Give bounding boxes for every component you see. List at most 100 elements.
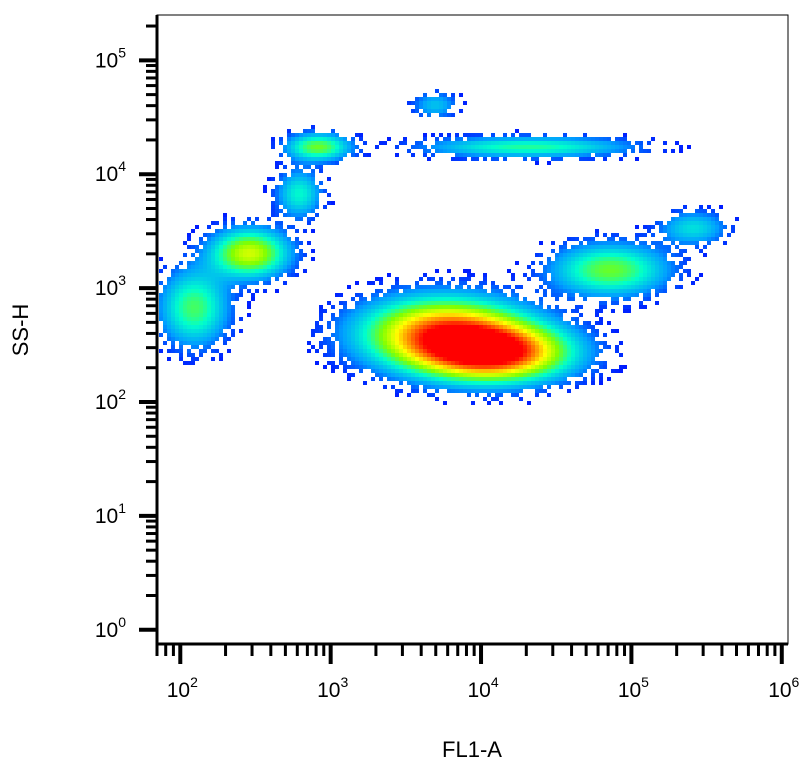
density-cell — [551, 145, 555, 149]
density-cell — [383, 317, 387, 321]
density-cell — [679, 241, 683, 245]
density-cell — [251, 221, 255, 225]
density-cell — [447, 373, 451, 377]
density-cell — [311, 161, 315, 165]
density-cell — [175, 297, 179, 301]
density-cell — [623, 297, 627, 301]
density-cell — [275, 273, 279, 277]
density-cell — [339, 349, 343, 353]
density-cell — [427, 325, 431, 329]
density-cell — [515, 365, 519, 369]
density-cell — [419, 313, 423, 317]
density-cell — [483, 137, 487, 141]
density-cell — [487, 293, 491, 297]
density-cell — [587, 157, 591, 161]
density-cell — [547, 285, 551, 289]
density-cell — [331, 345, 335, 349]
density-cell — [579, 153, 583, 157]
density-cell — [567, 269, 571, 273]
density-cell — [403, 313, 407, 317]
density-cell — [287, 129, 291, 133]
density-cell — [547, 357, 551, 361]
density-cell — [195, 249, 199, 253]
density-cell — [563, 261, 567, 265]
density-cell — [511, 357, 515, 361]
density-cell — [371, 281, 375, 285]
density-cell — [423, 365, 427, 369]
density-cell — [595, 341, 599, 345]
density-cell — [271, 237, 275, 241]
density-cell — [423, 317, 427, 321]
density-cell — [423, 373, 427, 377]
density-cell — [315, 165, 319, 169]
density-cell — [487, 141, 491, 145]
density-cell — [639, 265, 643, 269]
density-cell — [507, 353, 511, 357]
density-cell — [571, 293, 575, 297]
density-cell — [475, 341, 479, 345]
density-cell — [627, 297, 631, 301]
density-cell — [443, 93, 447, 97]
density-cell — [199, 305, 203, 309]
density-cell — [519, 333, 523, 337]
density-cell — [295, 197, 299, 201]
density-cell — [567, 273, 571, 277]
density-cell — [539, 333, 543, 337]
density-cell — [655, 253, 659, 257]
density-cell — [551, 289, 555, 293]
density-cell — [423, 341, 427, 345]
density-cell — [415, 281, 419, 285]
density-cell — [411, 293, 415, 297]
density-cell — [523, 365, 527, 369]
density-cell — [555, 253, 559, 257]
density-cell — [475, 365, 479, 369]
density-cell — [247, 273, 251, 277]
density-cell — [591, 341, 595, 345]
density-cell — [211, 293, 215, 297]
density-cell — [231, 321, 235, 325]
density-cell — [679, 249, 683, 253]
density-cell — [467, 333, 471, 337]
density-cell — [427, 157, 431, 161]
density-cell — [307, 189, 311, 193]
density-cell — [515, 261, 519, 265]
density-cell — [595, 361, 599, 365]
density-cell — [643, 305, 647, 309]
density-cell — [671, 265, 675, 269]
density-cell — [455, 145, 459, 149]
density-cell — [335, 337, 339, 341]
density-cell — [639, 145, 643, 149]
density-cell — [447, 149, 451, 153]
density-cell — [203, 321, 207, 325]
density-cell — [431, 309, 435, 313]
density-cell — [531, 309, 535, 313]
density-cell — [471, 389, 475, 393]
density-cell — [579, 289, 583, 293]
density-cell — [579, 245, 583, 249]
density-cell — [427, 393, 431, 397]
density-cell — [491, 293, 495, 297]
density-cell — [463, 101, 467, 105]
density-cell — [467, 385, 471, 389]
density-cell — [307, 141, 311, 145]
density-cell — [295, 141, 299, 145]
density-cell — [551, 345, 555, 349]
density-cell — [519, 389, 523, 393]
density-cell — [431, 369, 435, 373]
density-cell — [499, 153, 503, 157]
density-cell — [195, 277, 199, 281]
density-cell — [339, 309, 343, 313]
density-cell — [615, 261, 619, 265]
density-cell — [503, 145, 507, 149]
density-cell — [435, 145, 439, 149]
density-cell — [499, 333, 503, 337]
density-cell — [379, 365, 383, 369]
density-cell — [379, 141, 383, 145]
density-cell — [403, 305, 407, 309]
density-cell — [223, 277, 227, 281]
density-cell — [299, 145, 303, 149]
density-cell — [507, 149, 511, 153]
density-cell — [415, 141, 419, 145]
density-cell — [431, 313, 435, 317]
density-cell — [411, 349, 415, 353]
